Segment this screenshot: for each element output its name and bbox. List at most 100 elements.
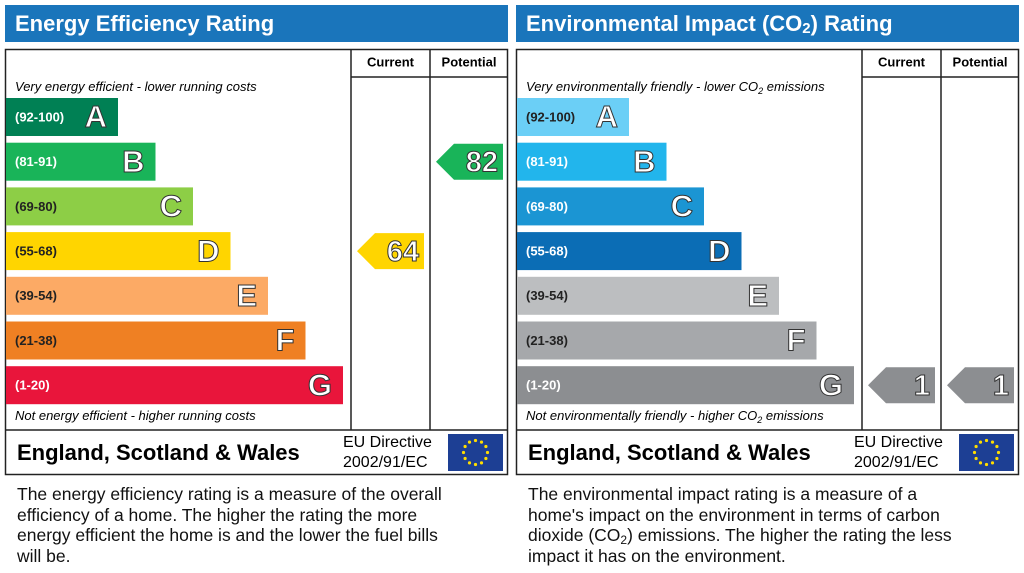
flag-star xyxy=(974,444,978,449)
band-letter: B xyxy=(633,144,655,179)
panel: Energy Efficiency Rating Current Potential… xyxy=(4,5,509,476)
flag-star xyxy=(996,450,1001,455)
band-letter: F xyxy=(787,323,806,358)
band-range: (81-91) xyxy=(15,154,57,169)
band-range: (92-100) xyxy=(526,109,575,124)
band-range: (39-54) xyxy=(15,288,57,303)
band xyxy=(6,98,118,136)
rating-value: 1 xyxy=(993,370,1009,402)
text-part: The environmental impact rating is a mea… xyxy=(528,484,940,545)
rating-value: 82 xyxy=(466,146,498,178)
band-letter: A xyxy=(85,99,107,134)
flag-star xyxy=(479,440,484,444)
panel: Environmental Impact (CO2) RatingCurrent… xyxy=(515,5,1020,476)
flag-star xyxy=(978,440,983,444)
band-letter: C xyxy=(671,189,693,224)
text-part: 2 xyxy=(757,86,763,96)
text-part: Energy Efficiency Rating xyxy=(15,11,274,36)
band xyxy=(517,187,704,226)
flag-star xyxy=(995,444,999,449)
text-part: The energy efficiency rating is a measur… xyxy=(17,484,442,566)
rating-arrow xyxy=(436,143,503,180)
charts: Energy Efficiency Rating Current Potential… xyxy=(4,5,1020,476)
rating-arrow xyxy=(868,367,935,404)
band-letter: F xyxy=(276,323,295,358)
band-letter: E xyxy=(236,278,257,313)
band xyxy=(6,366,343,405)
text-part: 2 xyxy=(756,415,762,425)
text-part: Very environmentally friendly - lower CO xyxy=(526,79,758,94)
band xyxy=(6,142,156,181)
band xyxy=(517,142,667,181)
flag-star xyxy=(463,444,467,449)
bottom-note: Not environmentally friendly - higher CO… xyxy=(526,408,824,425)
band-range: (55-68) xyxy=(15,244,57,259)
band-letter: D xyxy=(708,233,730,268)
directive: EU Directive xyxy=(343,434,432,451)
flag-star xyxy=(990,440,995,444)
flag-star xyxy=(473,438,478,443)
band xyxy=(6,232,231,271)
top-note: Very energy efficient - lower running co… xyxy=(15,79,257,94)
band-letter: D xyxy=(197,233,219,268)
flag-star xyxy=(974,456,978,461)
flag-star xyxy=(479,461,484,465)
directive: EU Directive xyxy=(854,434,943,451)
top-note: Very environmentally friendly - lower CO… xyxy=(526,79,825,96)
flag-star xyxy=(978,461,983,465)
flag-star xyxy=(984,438,989,443)
band xyxy=(517,366,854,405)
title-bar xyxy=(5,5,508,42)
column-header: Current xyxy=(878,54,926,69)
band-range: (1-20) xyxy=(526,378,561,393)
text-part: emissions xyxy=(763,79,825,94)
flag-star xyxy=(995,456,999,461)
text-part: Environmental Impact (CO xyxy=(526,11,802,36)
band-range: (69-80) xyxy=(15,199,57,214)
description: The environmental impact rating is a mea… xyxy=(528,484,973,566)
panel-title: Energy Efficiency Rating xyxy=(15,11,274,36)
band-range: (21-38) xyxy=(15,333,57,348)
flag-star xyxy=(990,461,995,465)
rating-value: 64 xyxy=(387,236,419,268)
band xyxy=(6,321,306,360)
text-part: Not environmentally friendly - higher CO xyxy=(526,408,757,423)
band-letter: C xyxy=(160,189,182,224)
region: England, Scotland & Wales xyxy=(17,440,300,465)
band-range: (39-54) xyxy=(526,288,568,303)
flag-star xyxy=(484,456,488,461)
text-part: ) Rating xyxy=(811,11,893,36)
text-part: Not energy efficient - higher running co… xyxy=(15,408,256,423)
band-letter: E xyxy=(747,278,768,313)
band-range: (55-68) xyxy=(526,244,568,259)
title-bar xyxy=(516,5,1019,42)
band-range: (1-20) xyxy=(15,378,50,393)
rating-value: 1 xyxy=(914,370,930,402)
column-header: Potential xyxy=(442,54,497,69)
flag-star xyxy=(467,440,472,444)
band-range: (69-80) xyxy=(526,199,568,214)
column-header: Current xyxy=(367,54,415,69)
band-range: (81-91) xyxy=(526,154,568,169)
flag-star xyxy=(485,450,490,455)
flag-star xyxy=(972,450,977,455)
rating-arrow xyxy=(357,233,424,270)
band-letter: G xyxy=(819,367,843,402)
band-letter: A xyxy=(596,99,618,134)
band xyxy=(517,276,779,315)
bottom-note: Not energy efficient - higher running co… xyxy=(15,408,256,423)
band-letter: B xyxy=(122,144,144,179)
band xyxy=(6,187,193,226)
flag-star xyxy=(463,456,467,461)
text-part: ) emissions. The higher the rating the l… xyxy=(528,525,952,566)
band xyxy=(6,276,268,315)
flag-star xyxy=(484,444,488,449)
panel-title: Environmental Impact (CO2) Rating xyxy=(526,11,893,37)
band xyxy=(517,98,629,136)
column-header: Potential xyxy=(953,54,1008,69)
flag-star xyxy=(461,450,466,455)
directive: 2002/91/EC xyxy=(854,454,939,471)
band xyxy=(517,321,817,360)
band-letter: G xyxy=(308,367,332,402)
